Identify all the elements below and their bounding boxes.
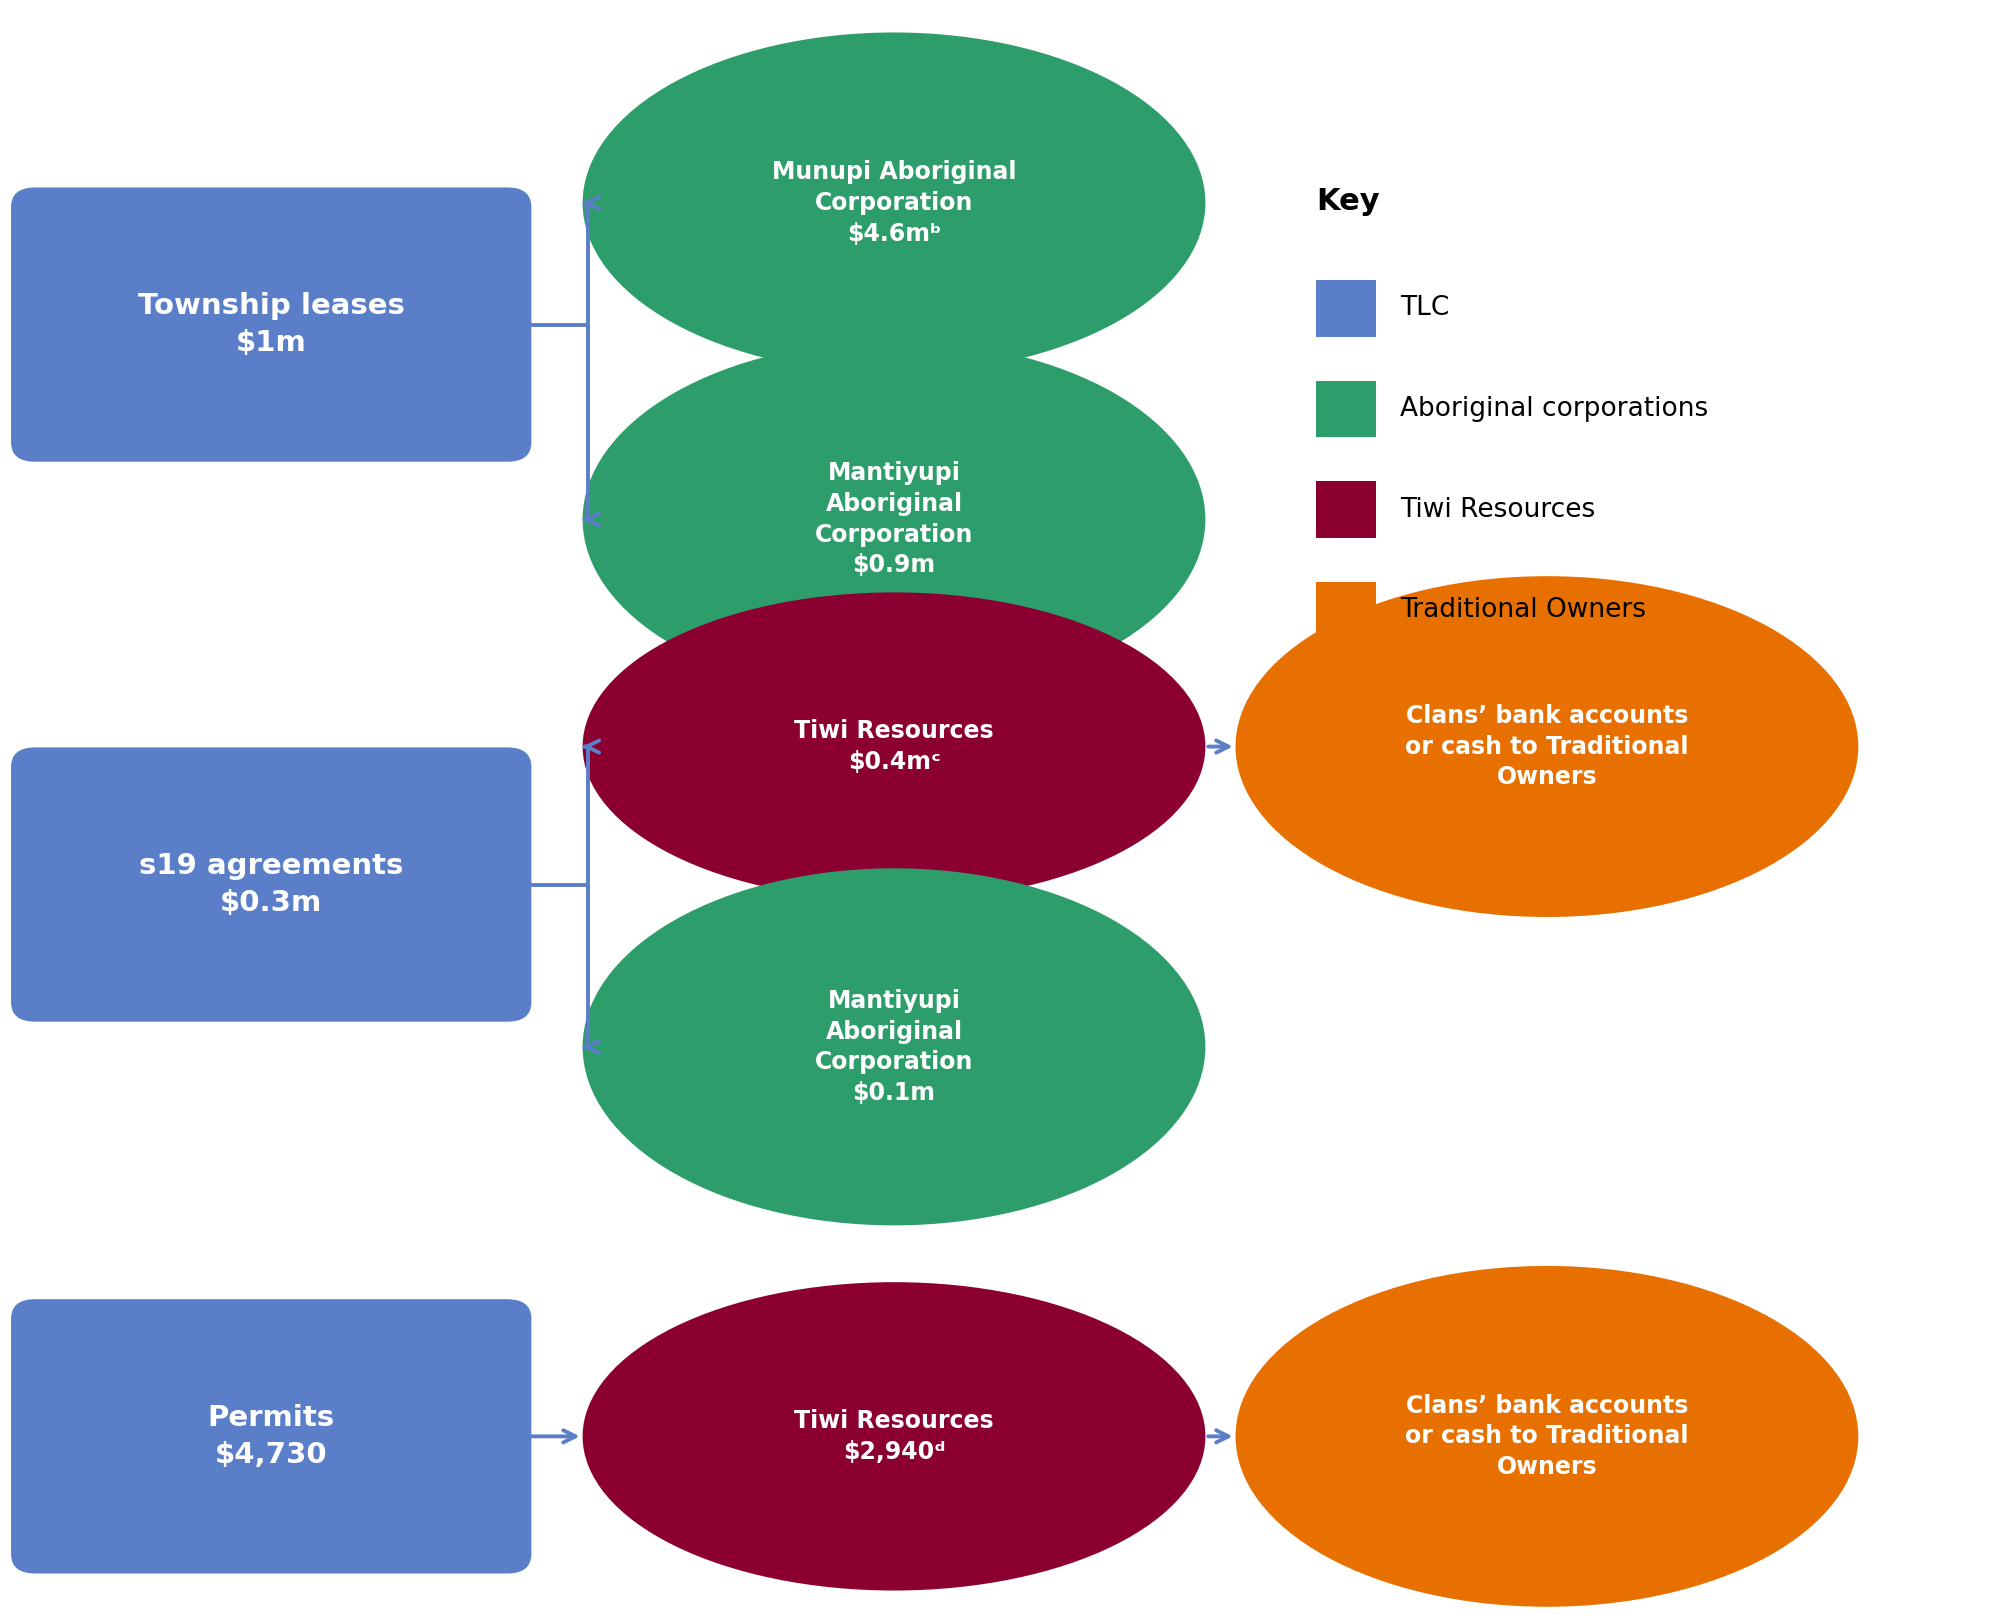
FancyBboxPatch shape <box>12 1298 530 1574</box>
Ellipse shape <box>583 868 1205 1225</box>
Text: Clans’ bank accounts
or cash to Traditional
Owners: Clans’ bank accounts or cash to Traditio… <box>1404 704 1690 789</box>
Ellipse shape <box>583 1282 1205 1591</box>
Ellipse shape <box>1236 576 1858 917</box>
FancyBboxPatch shape <box>12 187 530 461</box>
Text: Munupi Aboriginal
Corporation
$4.6mᵇ: Munupi Aboriginal Corporation $4.6mᵇ <box>771 161 1017 245</box>
Text: Tiwi Resources
$0.4mᶜ: Tiwi Resources $0.4mᶜ <box>794 719 994 774</box>
Text: Tiwi Resources: Tiwi Resources <box>1400 497 1595 523</box>
Ellipse shape <box>1236 1266 1858 1607</box>
Ellipse shape <box>583 32 1205 373</box>
FancyBboxPatch shape <box>1316 581 1376 638</box>
Text: Traditional Owners: Traditional Owners <box>1400 597 1645 623</box>
Text: Mantiyupi
Aboriginal
Corporation
$0.1m: Mantiyupi Aboriginal Corporation $0.1m <box>816 988 972 1105</box>
Text: Township leases
$1m: Township leases $1m <box>139 292 404 357</box>
Text: TLC: TLC <box>1400 295 1450 321</box>
FancyBboxPatch shape <box>1316 480 1376 537</box>
Text: Clans’ bank accounts
or cash to Traditional
Owners: Clans’ bank accounts or cash to Traditio… <box>1404 1394 1690 1479</box>
Text: Permits
$4,730: Permits $4,730 <box>207 1404 336 1469</box>
Text: s19 agreements
$0.3m: s19 agreements $0.3m <box>139 852 404 917</box>
FancyBboxPatch shape <box>12 747 530 1022</box>
Text: Key: Key <box>1316 187 1380 216</box>
FancyBboxPatch shape <box>1316 380 1376 437</box>
Text: Mantiyupi
Aboriginal
Corporation
$0.9m: Mantiyupi Aboriginal Corporation $0.9m <box>816 461 972 578</box>
Text: Tiwi Resources
$2,940ᵈ: Tiwi Resources $2,940ᵈ <box>794 1409 994 1464</box>
FancyBboxPatch shape <box>1316 279 1376 336</box>
Text: Aboriginal corporations: Aboriginal corporations <box>1400 396 1708 422</box>
Ellipse shape <box>583 341 1205 698</box>
Ellipse shape <box>583 592 1205 901</box>
